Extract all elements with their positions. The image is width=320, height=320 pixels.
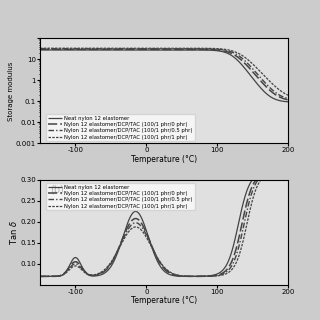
Legend: Neat nylon 12 elastomer, Nylon 12 elastomer/DCP/TAC (100/1 phr/0 phr), Nylon 12 : Neat nylon 12 elastomer, Nylon 12 elasto… (46, 183, 195, 210)
Text: (b): (b) (50, 184, 64, 194)
X-axis label: Temperature (°C): Temperature (°C) (131, 296, 197, 305)
Legend: Neat nylon 12 elastomer, Nylon 12 elastomer/DCP/TAC (100/1 phr/0 phr), Nylon 12 : Neat nylon 12 elastomer, Nylon 12 elasto… (46, 114, 195, 141)
Y-axis label: Tan $\delta$: Tan $\delta$ (8, 220, 19, 245)
Y-axis label: Storage modulus: Storage modulus (8, 61, 14, 121)
X-axis label: Temperature (°C): Temperature (°C) (131, 155, 197, 164)
